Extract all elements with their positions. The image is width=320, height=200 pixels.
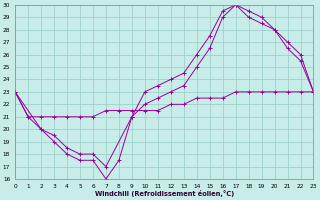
X-axis label: Windchill (Refroidissement éolien,°C): Windchill (Refroidissement éolien,°C): [95, 190, 234, 197]
